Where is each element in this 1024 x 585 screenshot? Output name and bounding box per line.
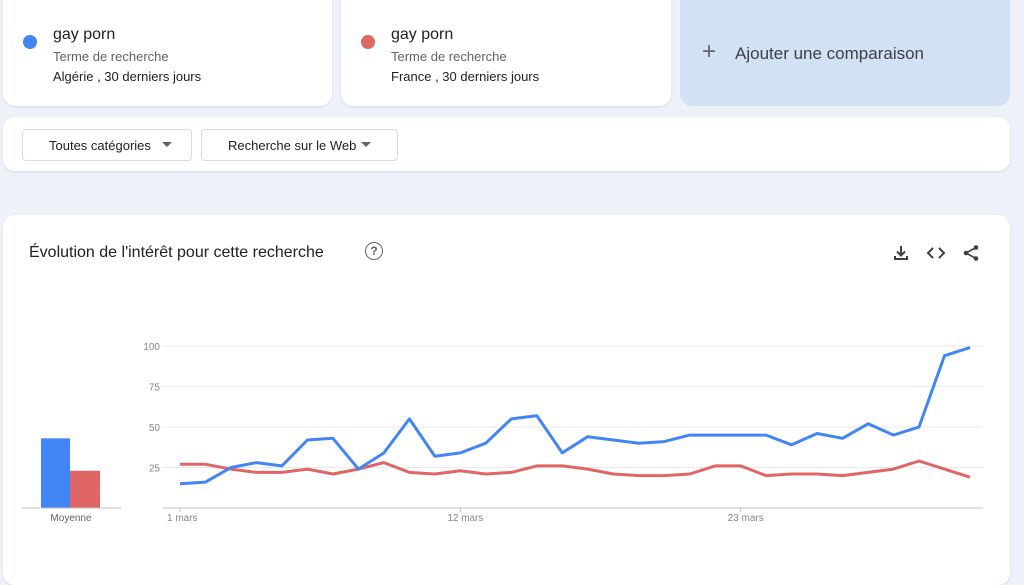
chart-grid: 100 75 50 25 bbox=[143, 342, 983, 509]
series-color-dot bbox=[23, 35, 37, 49]
x-tick-label: 12 mars bbox=[447, 513, 483, 524]
help-icon[interactable]: ? bbox=[365, 242, 383, 260]
caret-down-icon bbox=[162, 142, 172, 147]
term-type: Terme de recherche bbox=[391, 49, 507, 64]
term-type: Terme de recherche bbox=[53, 49, 169, 64]
term-card-algeria[interactable]: gay porn Terme de recherche Algérie , 30… bbox=[3, 0, 332, 106]
x-axis-ticks: 1 mars 12 mars 23 mars bbox=[167, 508, 764, 524]
average-label: Moyenne bbox=[50, 513, 92, 524]
search-type-dropdown-label: Recherche sur le Web bbox=[228, 138, 357, 153]
term-location[interactable]: Algérie , 30 derniers jours bbox=[53, 69, 202, 84]
chart-series bbox=[179, 346, 971, 486]
series-color-dot bbox=[361, 35, 375, 49]
download-icon[interactable] bbox=[891, 243, 911, 263]
caret-down-icon bbox=[361, 142, 371, 147]
chart-title: Évolution de l'intérêt pour cette recher… bbox=[29, 244, 324, 261]
embed-icon[interactable] bbox=[926, 243, 946, 263]
add-comparison-label: Ajouter une comparaison bbox=[735, 44, 925, 63]
plus-icon: + bbox=[702, 38, 717, 65]
term-name[interactable]: gay porn bbox=[53, 26, 116, 43]
y-tick-label: 25 bbox=[149, 464, 161, 475]
average-bar-france bbox=[70, 470, 100, 508]
term-location[interactable]: France , 30 derniers jours bbox=[391, 69, 540, 84]
series-line-algeria[interactable] bbox=[179, 346, 971, 486]
filter-bar: Toutes catégories Recherche sur le Web bbox=[3, 117, 1010, 171]
average-bar-algeria bbox=[41, 438, 70, 508]
series-line-france[interactable] bbox=[180, 459, 971, 479]
term-card-france[interactable]: gay porn Terme de recherche France , 30 … bbox=[341, 0, 671, 106]
y-tick-label: 50 bbox=[149, 423, 161, 434]
search-type-dropdown[interactable]: Recherche sur le Web bbox=[201, 129, 398, 161]
category-dropdown-label: Toutes catégories bbox=[49, 138, 151, 153]
share-icon[interactable] bbox=[961, 243, 981, 263]
interest-over-time-card: Évolution de l'intérêt pour cette recher… bbox=[3, 215, 1010, 585]
add-comparison-button[interactable]: + Ajouter une comparaison bbox=[680, 0, 1010, 106]
average-bars: Moyenne bbox=[22, 438, 121, 524]
y-tick-label: 100 bbox=[143, 342, 160, 353]
term-name[interactable]: gay porn bbox=[391, 26, 454, 43]
x-tick-label: 23 mars bbox=[728, 513, 764, 524]
category-dropdown[interactable]: Toutes catégories bbox=[22, 129, 192, 161]
interest-chart: Moyenne 100 75 50 25 1 mars 12 mars 23 mars bbox=[22, 342, 983, 524]
x-tick-label: 1 mars bbox=[167, 513, 198, 524]
y-tick-label: 75 bbox=[149, 383, 161, 394]
